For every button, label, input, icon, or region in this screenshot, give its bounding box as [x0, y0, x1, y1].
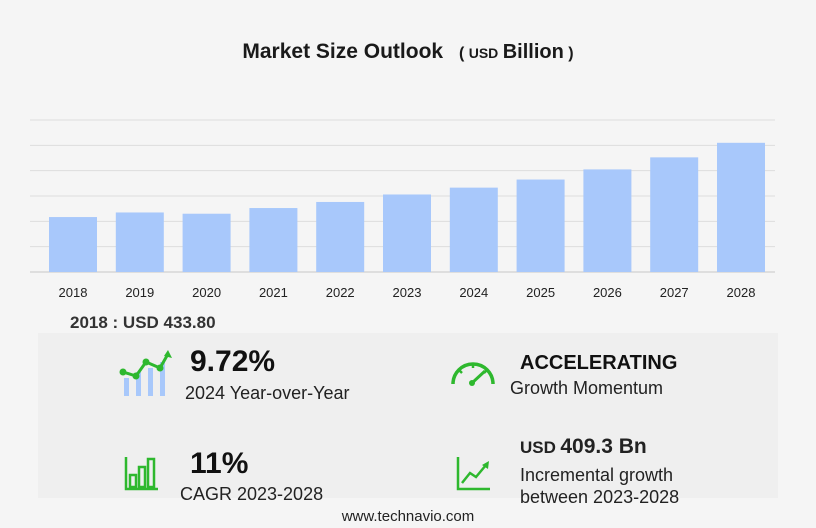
- footer-url: www.technavio.com: [341, 508, 475, 525]
- incremental-label-line1: Incremental growth: [520, 465, 674, 485]
- x-tick-label: 2024: [459, 285, 488, 300]
- bar-2018: [49, 217, 97, 272]
- momentum-label: Growth Momentum: [510, 378, 664, 398]
- bar-2023: [383, 194, 431, 272]
- bar-2028: [717, 142, 765, 272]
- bar-2024: [449, 187, 498, 272]
- momentum-value: ACCELERATING: [520, 352, 678, 374]
- x-tick-label: 2028: [727, 285, 756, 300]
- bar-2027: [650, 157, 699, 272]
- x-tick-label: 2026: [593, 285, 622, 300]
- chart-title: Market Size Outlook ( USD Billion ): [0, 40, 816, 64]
- unit-currency: USD: [468, 45, 499, 61]
- base-year-label: 2018 : USD 433.80: [70, 313, 216, 332]
- paren-open: (: [458, 45, 465, 62]
- bar-chart-icon: [124, 457, 158, 491]
- x-tick-label: 2020: [192, 285, 221, 300]
- incremental-value-unit: USD: [520, 438, 556, 457]
- line-chart-icon: [456, 457, 490, 491]
- x-tick-label: 2022: [326, 285, 355, 300]
- cagr-label: CAGR 2023-2028: [180, 484, 324, 504]
- bar-2026: [583, 169, 632, 272]
- growth-trend-icon: [119, 350, 172, 396]
- bar-2021: [249, 208, 298, 272]
- bar-2020: [182, 213, 231, 272]
- x-tick-label: 2027: [660, 285, 689, 300]
- stats-panel: [38, 333, 778, 498]
- x-tick-label: 2018: [59, 285, 88, 300]
- incremental-value: USD 409.3 Bn: [520, 435, 647, 459]
- bar-chart: 2018 2019 2020 2021 2022 2023 2024 2025 2026 2027…: [30, 119, 775, 300]
- bar-2025: [516, 179, 565, 272]
- unit-scale: Billion: [502, 41, 564, 63]
- yoy-value: 9.72%: [190, 345, 276, 378]
- speedometer-icon: [451, 362, 495, 386]
- chart-title-unit: ( USD Billion ): [458, 41, 574, 63]
- bar-2022: [316, 201, 365, 272]
- incremental-value-number: 409.3 Bn: [560, 435, 647, 458]
- x-tick-label: 2025: [526, 285, 555, 300]
- cagr-value: 11%: [190, 447, 249, 480]
- paren-close: ): [568, 45, 574, 62]
- x-tick-label: 2023: [393, 285, 422, 300]
- yoy-label: 2024 Year-over-Year: [185, 383, 350, 403]
- x-tick-label: 2021: [259, 285, 288, 300]
- x-tick-label: 2019: [125, 285, 154, 300]
- chart-title-main: Market Size Outlook: [242, 40, 444, 63]
- bar-2019: [115, 212, 164, 272]
- incremental-label-line2: between 2023-2028: [520, 487, 680, 507]
